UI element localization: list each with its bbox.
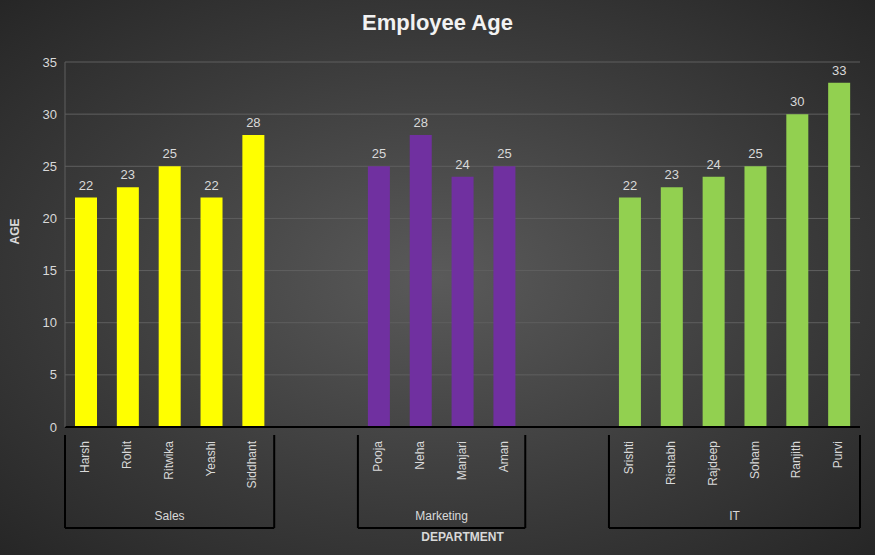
svg-text:25: 25: [748, 146, 762, 161]
svg-text:10: 10: [43, 315, 57, 330]
svg-text:Marketing: Marketing: [415, 509, 468, 523]
svg-text:Purvi: Purvi: [831, 441, 845, 468]
svg-text:22: 22: [204, 178, 218, 193]
svg-text:25: 25: [162, 146, 176, 161]
svg-text:15: 15: [43, 263, 57, 278]
svg-text:Ranjith: Ranjith: [789, 441, 803, 478]
html-text:Employee Age: Employee Age: [362, 10, 513, 35]
svg-text:Harsh: Harsh: [78, 441, 92, 473]
svg-text:Srishti: Srishti: [622, 441, 636, 474]
svg-text:Ritwika: Ritwika: [162, 441, 176, 480]
svg-text:Soham: Soham: [748, 441, 762, 479]
svg-text:28: 28: [414, 115, 428, 130]
svg-text:30: 30: [43, 107, 57, 122]
svg-text:24: 24: [455, 157, 469, 172]
svg-text:Manjari: Manjari: [455, 441, 469, 480]
svg-text:0: 0: [50, 420, 57, 435]
svg-text:35: 35: [43, 55, 57, 70]
svg-text:23: 23: [665, 167, 679, 182]
svg-text:30: 30: [790, 94, 804, 109]
svg-text:20: 20: [43, 211, 57, 226]
svg-text:Rishabh: Rishabh: [664, 441, 678, 485]
svg-text:Sales: Sales: [155, 509, 185, 523]
svg-text:22: 22: [623, 178, 637, 193]
svg-text:23: 23: [121, 167, 135, 182]
svg-text:28: 28: [246, 115, 260, 130]
svg-text:25: 25: [372, 146, 386, 161]
svg-text:Pooja: Pooja: [371, 441, 385, 472]
svg-text:DEPARTMENT: DEPARTMENT: [421, 530, 504, 544]
svg-text:5: 5: [50, 367, 57, 382]
svg-text:AGE: AGE: [8, 218, 22, 244]
svg-text:Aman: Aman: [497, 441, 511, 472]
svg-text:Rohit: Rohit: [120, 440, 134, 469]
svg-text:Yeashi: Yeashi: [204, 441, 218, 477]
svg-text:IT: IT: [729, 509, 740, 523]
svg-text:Siddhant: Siddhant: [245, 440, 259, 488]
svg-text:22: 22: [79, 178, 93, 193]
svg-text:25: 25: [497, 146, 511, 161]
svg-text:Rajdeep: Rajdeep: [706, 441, 720, 486]
svg-text:33: 33: [832, 63, 846, 78]
svg-text:24: 24: [706, 157, 720, 172]
svg-text:Neha: Neha: [413, 441, 427, 470]
svg-text:25: 25: [43, 159, 57, 174]
